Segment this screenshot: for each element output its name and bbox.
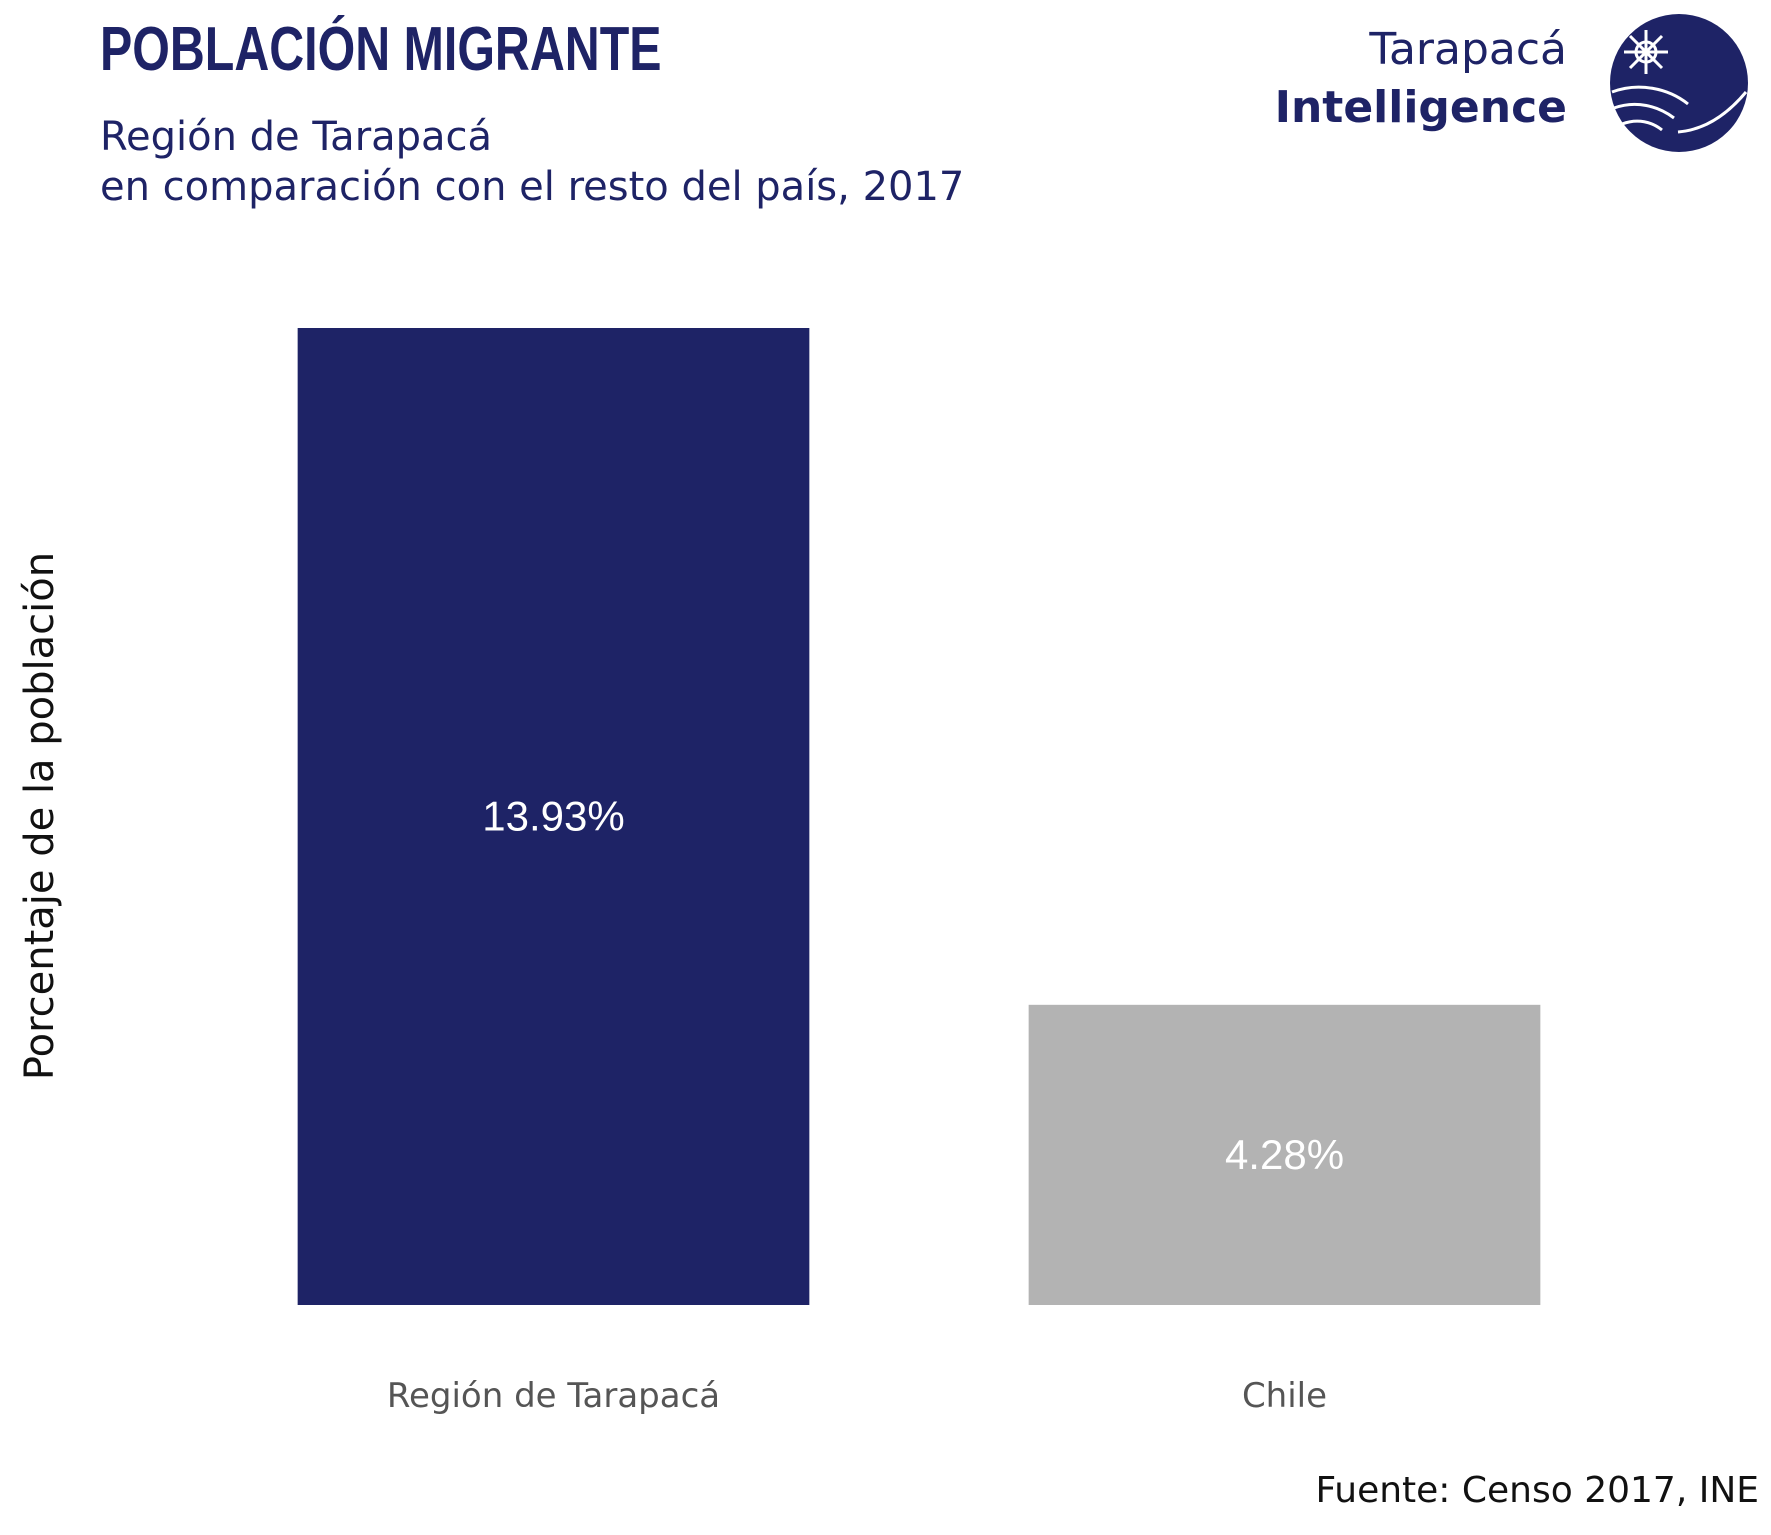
logo-text-tarapaca: Tarapacá [1369,24,1567,75]
chart-title: POBLACIÓN MIGRANTE [100,15,662,84]
chart-subtitle: Región de Tarapacá en comparación con el… [100,112,964,212]
bar-1 [1028,1004,1541,1305]
bar-0 [297,328,810,1305]
brand-logo: Tarapacá Intelligence [1275,12,1750,160]
data-label-1: 4.28% [1225,1131,1344,1178]
data-label-0: 13.93% [482,793,624,840]
subtitle-line-2: en comparación con el resto del país, 20… [100,164,965,210]
logo-text-intelligence: Intelligence [1274,82,1567,133]
source-note: Fuente: Censo 2017, INE [1315,1470,1759,1511]
x-tick-label-1: Chile [1242,1376,1327,1416]
subtitle-line-1: Región de Tarapacá [100,114,493,160]
globe-emblem-icon [1610,14,1748,152]
x-tick-label-0: Región de Tarapacá [387,1376,720,1416]
